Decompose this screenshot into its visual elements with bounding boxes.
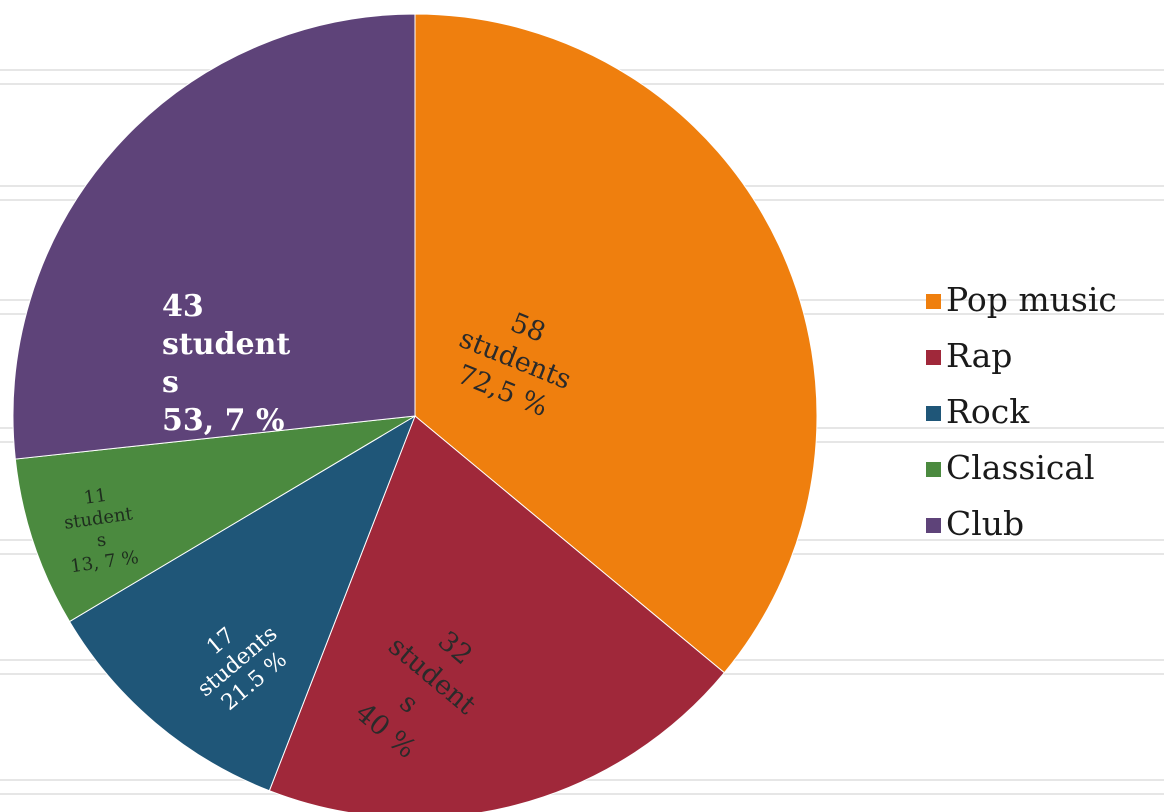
legend-label: Classical xyxy=(946,448,1095,487)
data-label-line: 43 xyxy=(162,289,204,324)
legend-label: Club xyxy=(946,504,1024,543)
legend-label: Rock xyxy=(946,392,1030,431)
pie-slice xyxy=(13,14,415,459)
legend-label: Rap xyxy=(946,336,1012,375)
page: 58students72,5 %32students40 %17students… xyxy=(0,0,1164,812)
data-label-line: 53, 7 % xyxy=(162,403,284,438)
legend-swatch xyxy=(926,406,941,421)
legend-swatch xyxy=(926,518,941,533)
chart: 58students72,5 %32students40 %17students… xyxy=(0,0,1164,812)
legend-swatch xyxy=(926,350,941,365)
legend-swatch xyxy=(926,294,941,309)
legend-swatch xyxy=(926,462,941,477)
data-label-line: s xyxy=(162,365,179,400)
legend-label: Pop music xyxy=(946,280,1117,319)
data-label-line: student xyxy=(162,327,290,362)
data-label-line: 11 xyxy=(83,485,109,509)
